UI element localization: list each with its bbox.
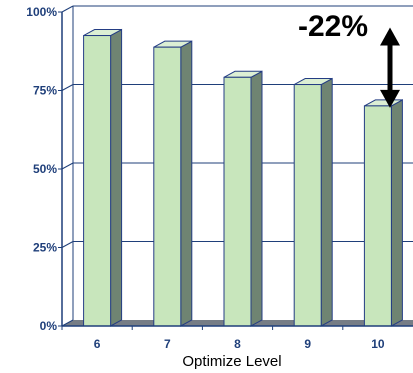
y-tick-label: 50% — [33, 162, 57, 176]
x-axis-title: Optimize Level — [182, 353, 281, 370]
y-tick-label: 0% — [40, 319, 58, 333]
x-tick-label: 8 — [234, 337, 241, 351]
gridline-wall — [61, 241, 74, 248]
bar-8 — [223, 70, 263, 327]
bar-side — [110, 28, 123, 327]
y-tick-label: 25% — [33, 241, 57, 255]
x-tick-label: 9 — [304, 337, 311, 351]
arrow-head-up — [380, 27, 400, 46]
gridline-wall — [61, 84, 74, 91]
bar-side — [390, 99, 403, 327]
bar-side — [320, 77, 333, 327]
gridline-wall — [61, 319, 74, 327]
y-tick-label: 100% — [26, 5, 57, 19]
y-tick-label: 75% — [33, 84, 57, 98]
bar-10 — [363, 99, 403, 327]
bar-7 — [153, 40, 193, 327]
bar-side — [250, 70, 263, 327]
arrow-head-down — [380, 89, 400, 108]
double-arrow-icon — [380, 27, 400, 108]
bar-front — [153, 46, 182, 327]
bar-9 — [293, 77, 333, 327]
gridline-wall — [61, 162, 74, 170]
reduction-annotation: -22% — [298, 10, 368, 43]
x-tick-label: 6 — [94, 337, 101, 351]
x-tick-label: 10 — [371, 337, 385, 351]
bar-front — [293, 84, 322, 327]
bar-front — [83, 35, 112, 327]
bar-front — [363, 105, 392, 327]
x-tick-label: 7 — [164, 337, 171, 351]
bar-front — [223, 76, 252, 327]
bar-6 — [83, 28, 123, 327]
gridline-wall — [61, 5, 74, 13]
bar-side — [180, 40, 193, 327]
